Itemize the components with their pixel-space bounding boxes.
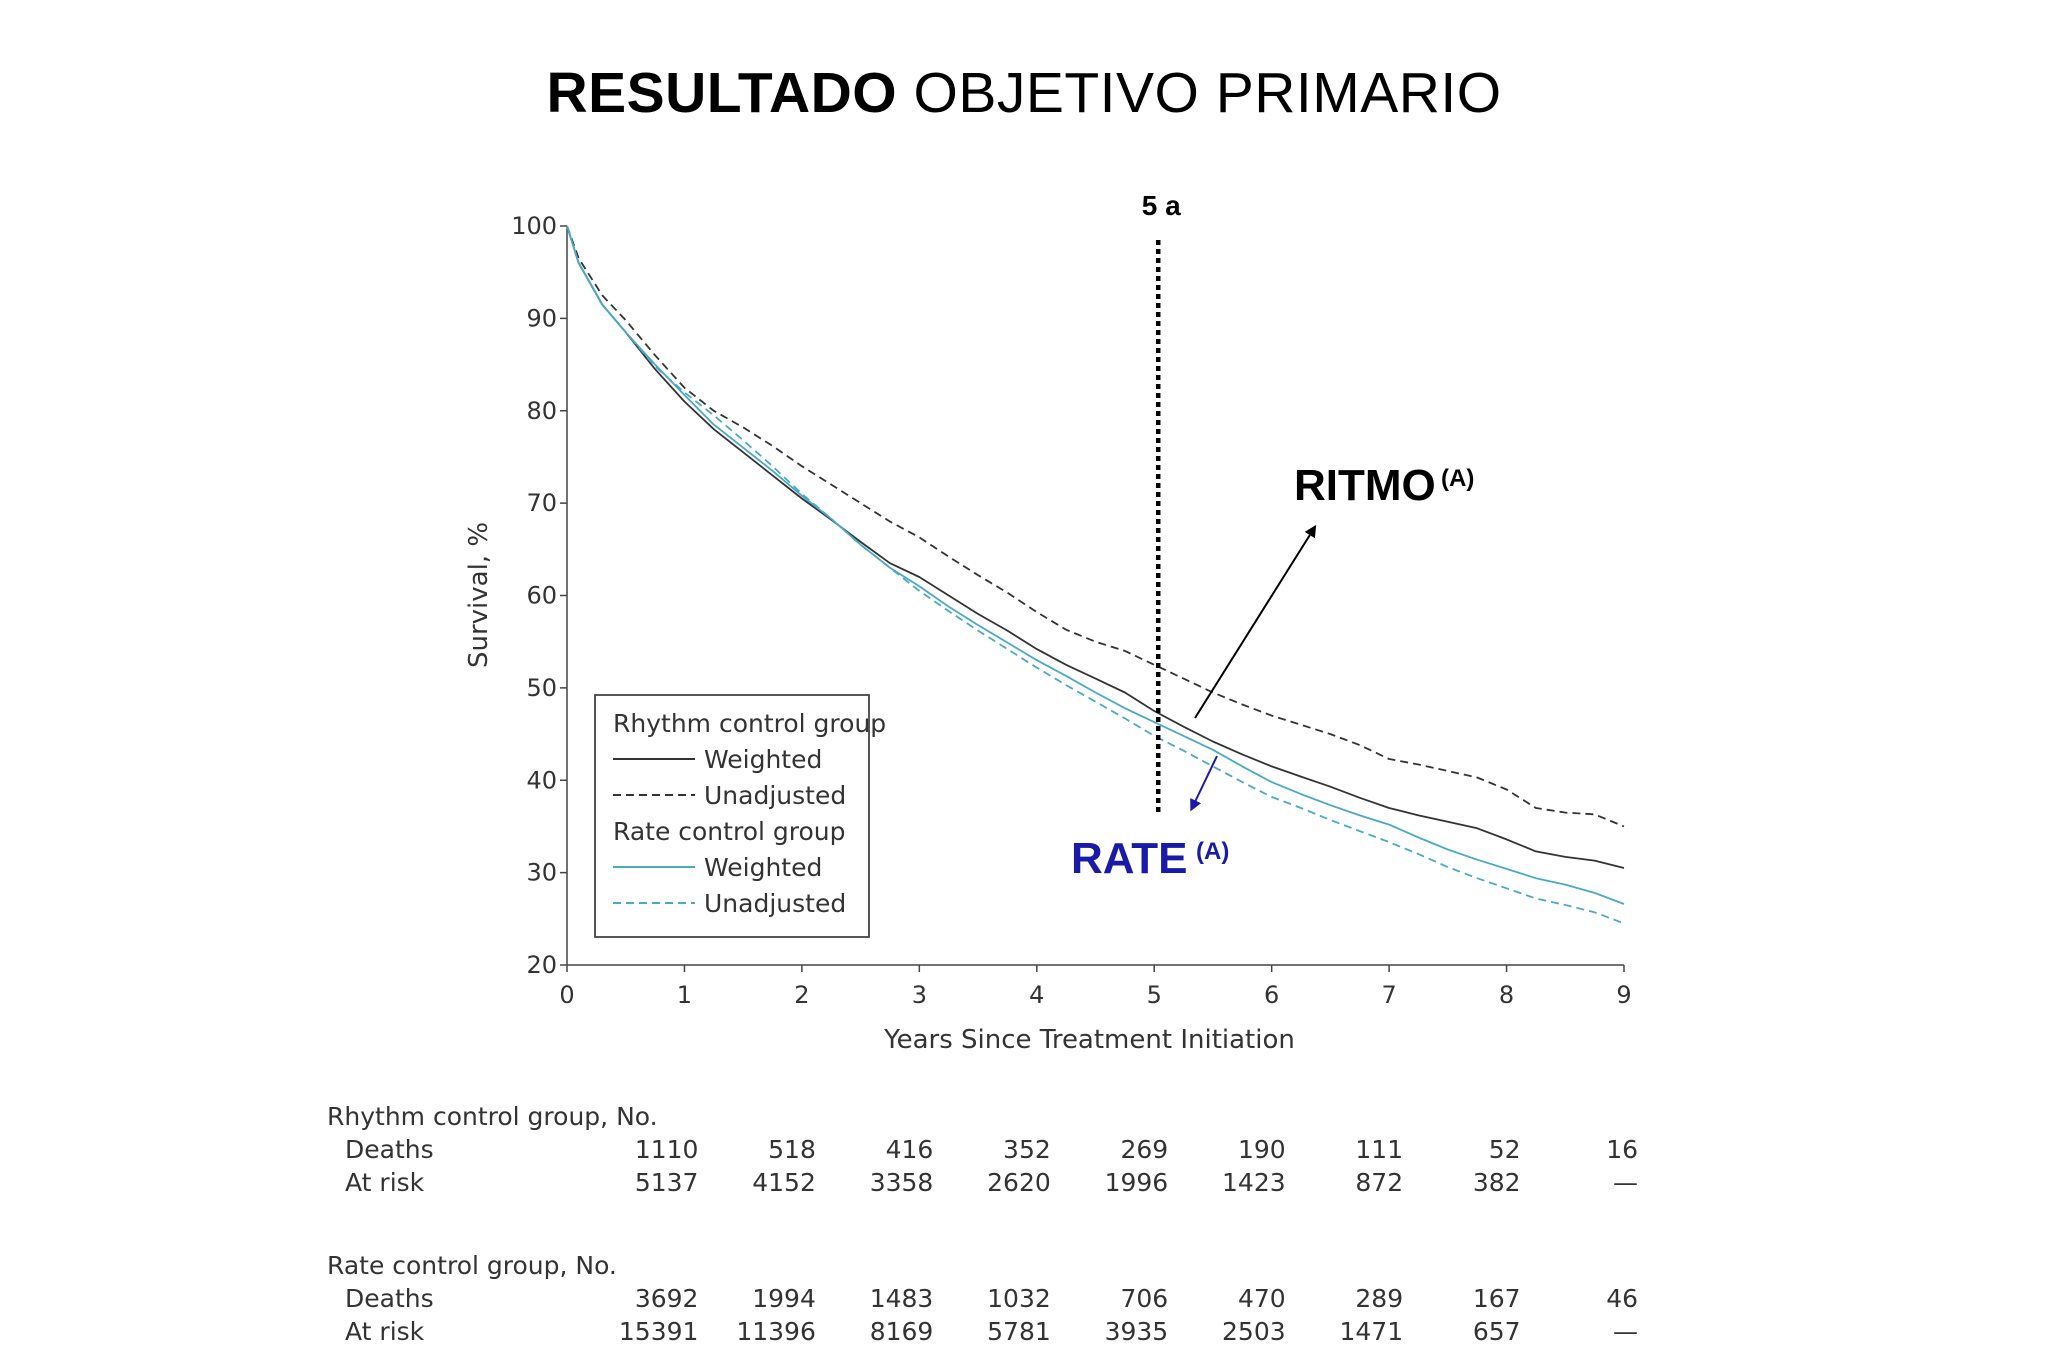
risk-cell: 382 <box>1473 1168 1521 1197</box>
five-year-label: 5 a <box>1142 190 1181 221</box>
risk-cell: 1110 <box>635 1135 699 1164</box>
axes: 20 30 40 50 60 70 80 90 100 0 1 2 3 4 5 6 7 8 9 Years Since… <box>464 212 1632 1055</box>
series-lines <box>566 225 1625 925</box>
x-tick-label: 7 <box>1381 981 1396 1009</box>
risk-cell: 657 <box>1473 1317 1521 1346</box>
risk-group-header: Rate control group, No. <box>327 1251 617 1280</box>
x-tick-label: 8 <box>1499 981 1514 1009</box>
risk-cell: 1996 <box>1105 1168 1169 1197</box>
x-tick-label: 3 <box>912 981 927 1009</box>
risk-cell: 1994 <box>752 1284 816 1313</box>
risk-cell: 4152 <box>752 1168 816 1197</box>
legend-entry-label: Weighted <box>704 853 822 882</box>
risk-cell: 2503 <box>1222 1317 1286 1346</box>
risk-cell: 706 <box>1121 1284 1169 1313</box>
x-axis-label: Years Since Treatment Initiation <box>883 1025 1295 1055</box>
legend-entry-label: Weighted <box>704 745 822 774</box>
risk-cell: 3692 <box>635 1284 699 1313</box>
risk-cell: 1423 <box>1222 1168 1286 1197</box>
risk-cell: 52 <box>1489 1135 1521 1164</box>
risk-table: Rhythm control group, No. Deaths 1110 518 41… <box>327 1102 1638 1346</box>
x-tick-label: 6 <box>1264 981 1279 1009</box>
slide-title: RESULTADO OBJETIVO PRIMARIO <box>0 60 2048 126</box>
y-tick-label: 100 <box>511 212 557 240</box>
ritmo-superscript: (A) <box>1441 465 1474 492</box>
slide-title-rest: OBJETIVO PRIMARIO <box>897 61 1502 125</box>
ritmo-label: RITMO <box>1294 461 1436 510</box>
x-tick-label: 9 <box>1616 981 1631 1009</box>
legend-entry-label: Unadjusted <box>704 889 846 918</box>
y-tick-label: 60 <box>526 582 557 610</box>
risk-cell: — <box>1613 1317 1638 1346</box>
risk-cell: 8169 <box>870 1317 934 1346</box>
risk-cell: 15391 <box>619 1317 699 1346</box>
risk-cell: 416 <box>886 1135 934 1164</box>
risk-row-label: At risk <box>345 1168 425 1197</box>
x-tick-label: 4 <box>1029 981 1044 1009</box>
x-tick-label: 0 <box>559 981 574 1009</box>
series-line-1 <box>566 225 1625 828</box>
risk-cell: 16 <box>1606 1135 1638 1164</box>
slide-title-bold: RESULTADO <box>546 61 898 125</box>
risk-group-header: Rhythm control group, No. <box>327 1102 658 1131</box>
risk-cell: 470 <box>1238 1284 1286 1313</box>
series-line-2 <box>566 225 1625 905</box>
risk-cell: 289 <box>1355 1284 1403 1313</box>
rate-label: RATE <box>1071 834 1188 883</box>
y-tick-label: 70 <box>526 489 557 517</box>
y-tick-label: 90 <box>526 304 557 332</box>
x-tick-label: 2 <box>794 981 809 1009</box>
y-tick-label: 50 <box>526 674 557 702</box>
legend-group-title: Rhythm control group <box>613 709 886 738</box>
risk-cell: 269 <box>1121 1135 1169 1164</box>
risk-cell: 1032 <box>987 1284 1051 1313</box>
risk-cell: 11396 <box>736 1317 816 1346</box>
rate-superscript: (A) <box>1196 838 1229 865</box>
legend-box <box>594 694 870 938</box>
risk-cell: 1483 <box>870 1284 934 1313</box>
series-line-0 <box>566 225 1625 869</box>
risk-cell: 167 <box>1473 1284 1521 1313</box>
risk-cell: 518 <box>768 1135 816 1164</box>
risk-row-label: Deaths <box>345 1135 434 1164</box>
risk-row-label: Deaths <box>345 1284 434 1313</box>
risk-cell: 190 <box>1238 1135 1286 1164</box>
risk-cell: 3358 <box>870 1168 934 1197</box>
annotations: RITMO (A)RATE (A) <box>1071 461 1474 883</box>
risk-cell: 1471 <box>1339 1317 1403 1346</box>
series-line-3 <box>566 225 1625 925</box>
risk-cell: 872 <box>1355 1168 1403 1197</box>
risk-cell: — <box>1613 1168 1638 1197</box>
rate-arrow <box>1190 755 1218 812</box>
risk-cell: 5137 <box>635 1168 699 1197</box>
legend: Rhythm control group Weighted Unadjusted Ra… <box>594 694 886 938</box>
x-tick-label: 5 <box>1147 981 1162 1009</box>
legend-group-title: Rate control group <box>613 817 845 846</box>
risk-cell: 46 <box>1606 1284 1638 1313</box>
y-tick-label: 20 <box>526 951 557 979</box>
risk-cell: 111 <box>1355 1135 1403 1164</box>
ritmo-arrow <box>1194 524 1317 719</box>
y-tick-label: 40 <box>526 766 557 794</box>
risk-cell: 352 <box>1003 1135 1051 1164</box>
y-axis-label: Survival, % <box>464 522 494 668</box>
reference-line: 5 a <box>1142 190 1181 812</box>
risk-cell: 3935 <box>1105 1317 1169 1346</box>
y-tick-label: 30 <box>526 859 557 887</box>
y-tick-label: 80 <box>526 397 557 425</box>
legend-entry-label: Unadjusted <box>704 781 846 810</box>
risk-row-label: At risk <box>345 1317 425 1346</box>
risk-cell: 5781 <box>987 1317 1051 1346</box>
x-tick-label: 1 <box>677 981 692 1009</box>
risk-cell: 2620 <box>987 1168 1051 1197</box>
